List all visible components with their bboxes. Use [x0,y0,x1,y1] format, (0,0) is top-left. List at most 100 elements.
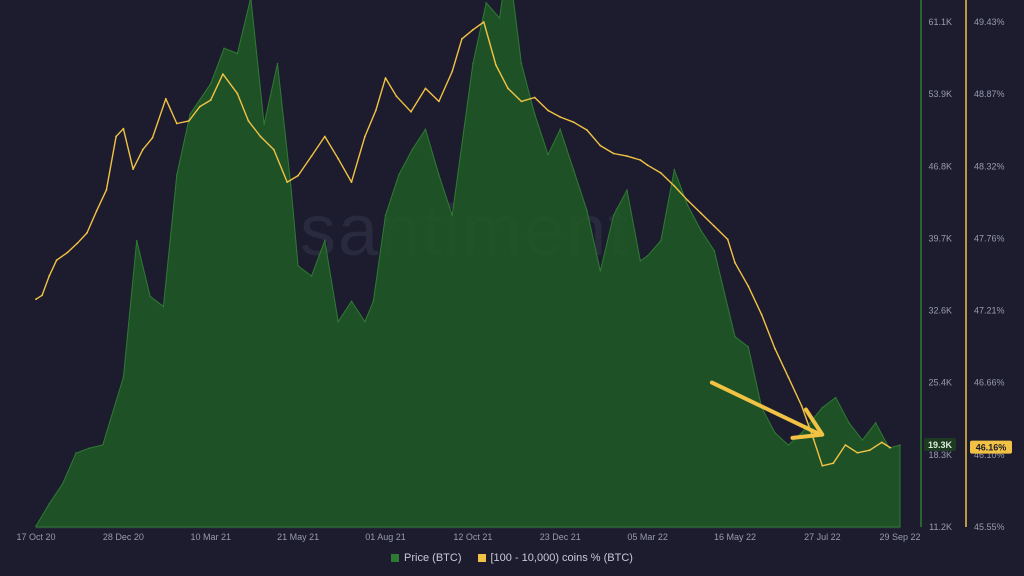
holders-point [337,157,340,160]
price-axis-tick-label: 39.7K [928,233,952,243]
legend: Price (BTC) [100 - 10,000) coins % (BTC) [0,552,1024,564]
holders-point [507,87,509,90]
price-point [350,300,353,303]
price-point [713,249,716,252]
price-point [686,204,689,206]
holders-point [424,87,427,90]
price-point [297,265,299,267]
price-point [223,47,225,50]
price-axis-tick-label: 25.4K [928,378,952,388]
annotations [709,380,825,440]
holders-point [586,129,588,131]
holders-point [297,174,299,177]
price-axis-tick-label: 32.6K [928,306,952,316]
price-point [424,128,427,131]
holders-point [599,144,602,147]
holders-axis-tick-label: 46.66% [974,378,1005,388]
price-point [162,305,165,308]
holders-point [547,109,549,112]
holders-point [520,100,523,103]
holders-point [222,73,224,75]
price-point [572,169,575,171]
holders-point [132,168,135,171]
price-point [800,432,803,434]
x-axis-tick-label: 05 Mar 22 [627,532,668,542]
price-point [899,444,901,446]
holders-point [374,109,377,112]
holders-point [612,152,615,155]
holders-point [310,155,313,158]
legend-price-label: Price (BTC) [404,552,462,564]
price-point [673,169,676,171]
holders-swatch [477,554,486,562]
holders-point [639,159,642,161]
holders-axis-tick-label: 47.21% [974,306,1005,316]
holders-current-value: 46.16% [976,443,1007,453]
price-axis-tick-label: 46.8K [928,161,952,171]
price-point [700,229,702,232]
holders-point [626,155,628,158]
price-point [364,320,366,323]
holders-point [572,121,575,124]
price-point [75,452,77,454]
price-point [848,422,850,424]
annotation-arrow-shaft [709,380,821,436]
holders-point [384,77,387,79]
legend-item-price[interactable]: Price (BTC) [391,552,462,564]
price-point [88,447,91,449]
price-point [734,335,736,338]
price-point [135,239,138,242]
legend-holders-label: [100 - 10,000) coins % (BTC) [490,552,633,564]
price-axis-tick-label: 61.1K [928,17,952,27]
holders-point [482,21,485,23]
holders-point [760,313,763,316]
holders-point [868,449,871,452]
price-point [861,439,864,441]
holders-point [686,199,689,202]
price-point [874,422,877,424]
price-point [787,444,790,446]
holders-point [472,28,474,31]
price-point [747,346,750,348]
holders-point [559,116,562,118]
price-point [498,17,501,19]
holders-point [800,405,803,407]
holders-axis-tick-label: 48.87% [974,89,1005,99]
price-point [290,184,292,186]
price-point [411,148,414,151]
holders-point [880,441,883,444]
x-axis-tick-label: 23 Dec 21 [540,532,581,542]
price-point [324,239,326,242]
holders-point [105,189,108,191]
holders-point [164,97,167,100]
holders-point [350,181,353,184]
price-point [236,52,239,55]
price-point [612,214,615,217]
price-point [646,255,649,257]
holders-point [247,120,250,122]
annotation-arrow-head [790,407,825,440]
x-axis-tick-label: 16 May 22 [714,532,756,542]
holders-current-badge [970,440,1012,454]
holders-point [787,376,790,379]
price-point [48,502,51,505]
holders-point [41,294,43,297]
holders-point [198,105,201,108]
price-point [276,62,279,65]
holders-series [35,21,892,467]
price-point [122,376,125,379]
holders-point [856,451,859,454]
holders-axis-tick-label: 49.43% [974,17,1005,27]
price-point [547,153,549,156]
price-point [35,525,37,527]
holders-point [495,64,497,66]
legend-item-holders[interactable]: [100 - 10,000) coins % (BTC) [477,552,633,564]
price-axis-tick-label: 11.2K [929,522,952,532]
holders-point [734,261,736,264]
holders-point [259,135,262,138]
holders-point [66,251,69,254]
holders-axis-tick-label: 47.76% [974,233,1005,243]
holders-point [451,70,454,73]
holders-point [188,120,190,122]
holders-point [774,347,776,350]
